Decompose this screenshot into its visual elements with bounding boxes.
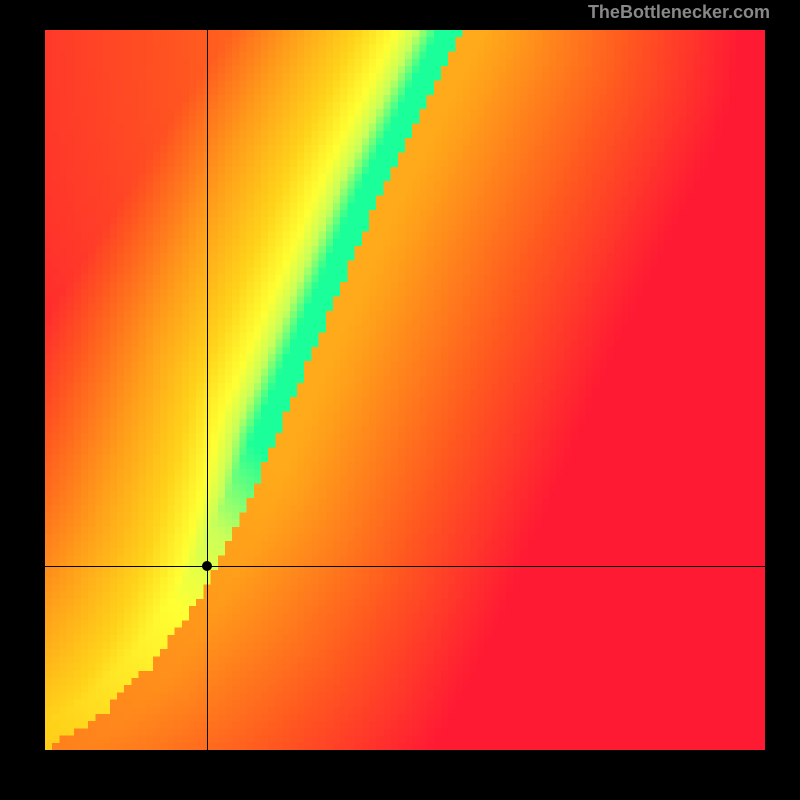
chart-container: TheBottlenecker.com — [0, 0, 800, 800]
crosshair-vertical — [207, 30, 208, 750]
watermark-text: TheBottlenecker.com — [588, 2, 770, 23]
heatmap-canvas — [45, 30, 765, 750]
crosshair-horizontal — [45, 566, 765, 567]
